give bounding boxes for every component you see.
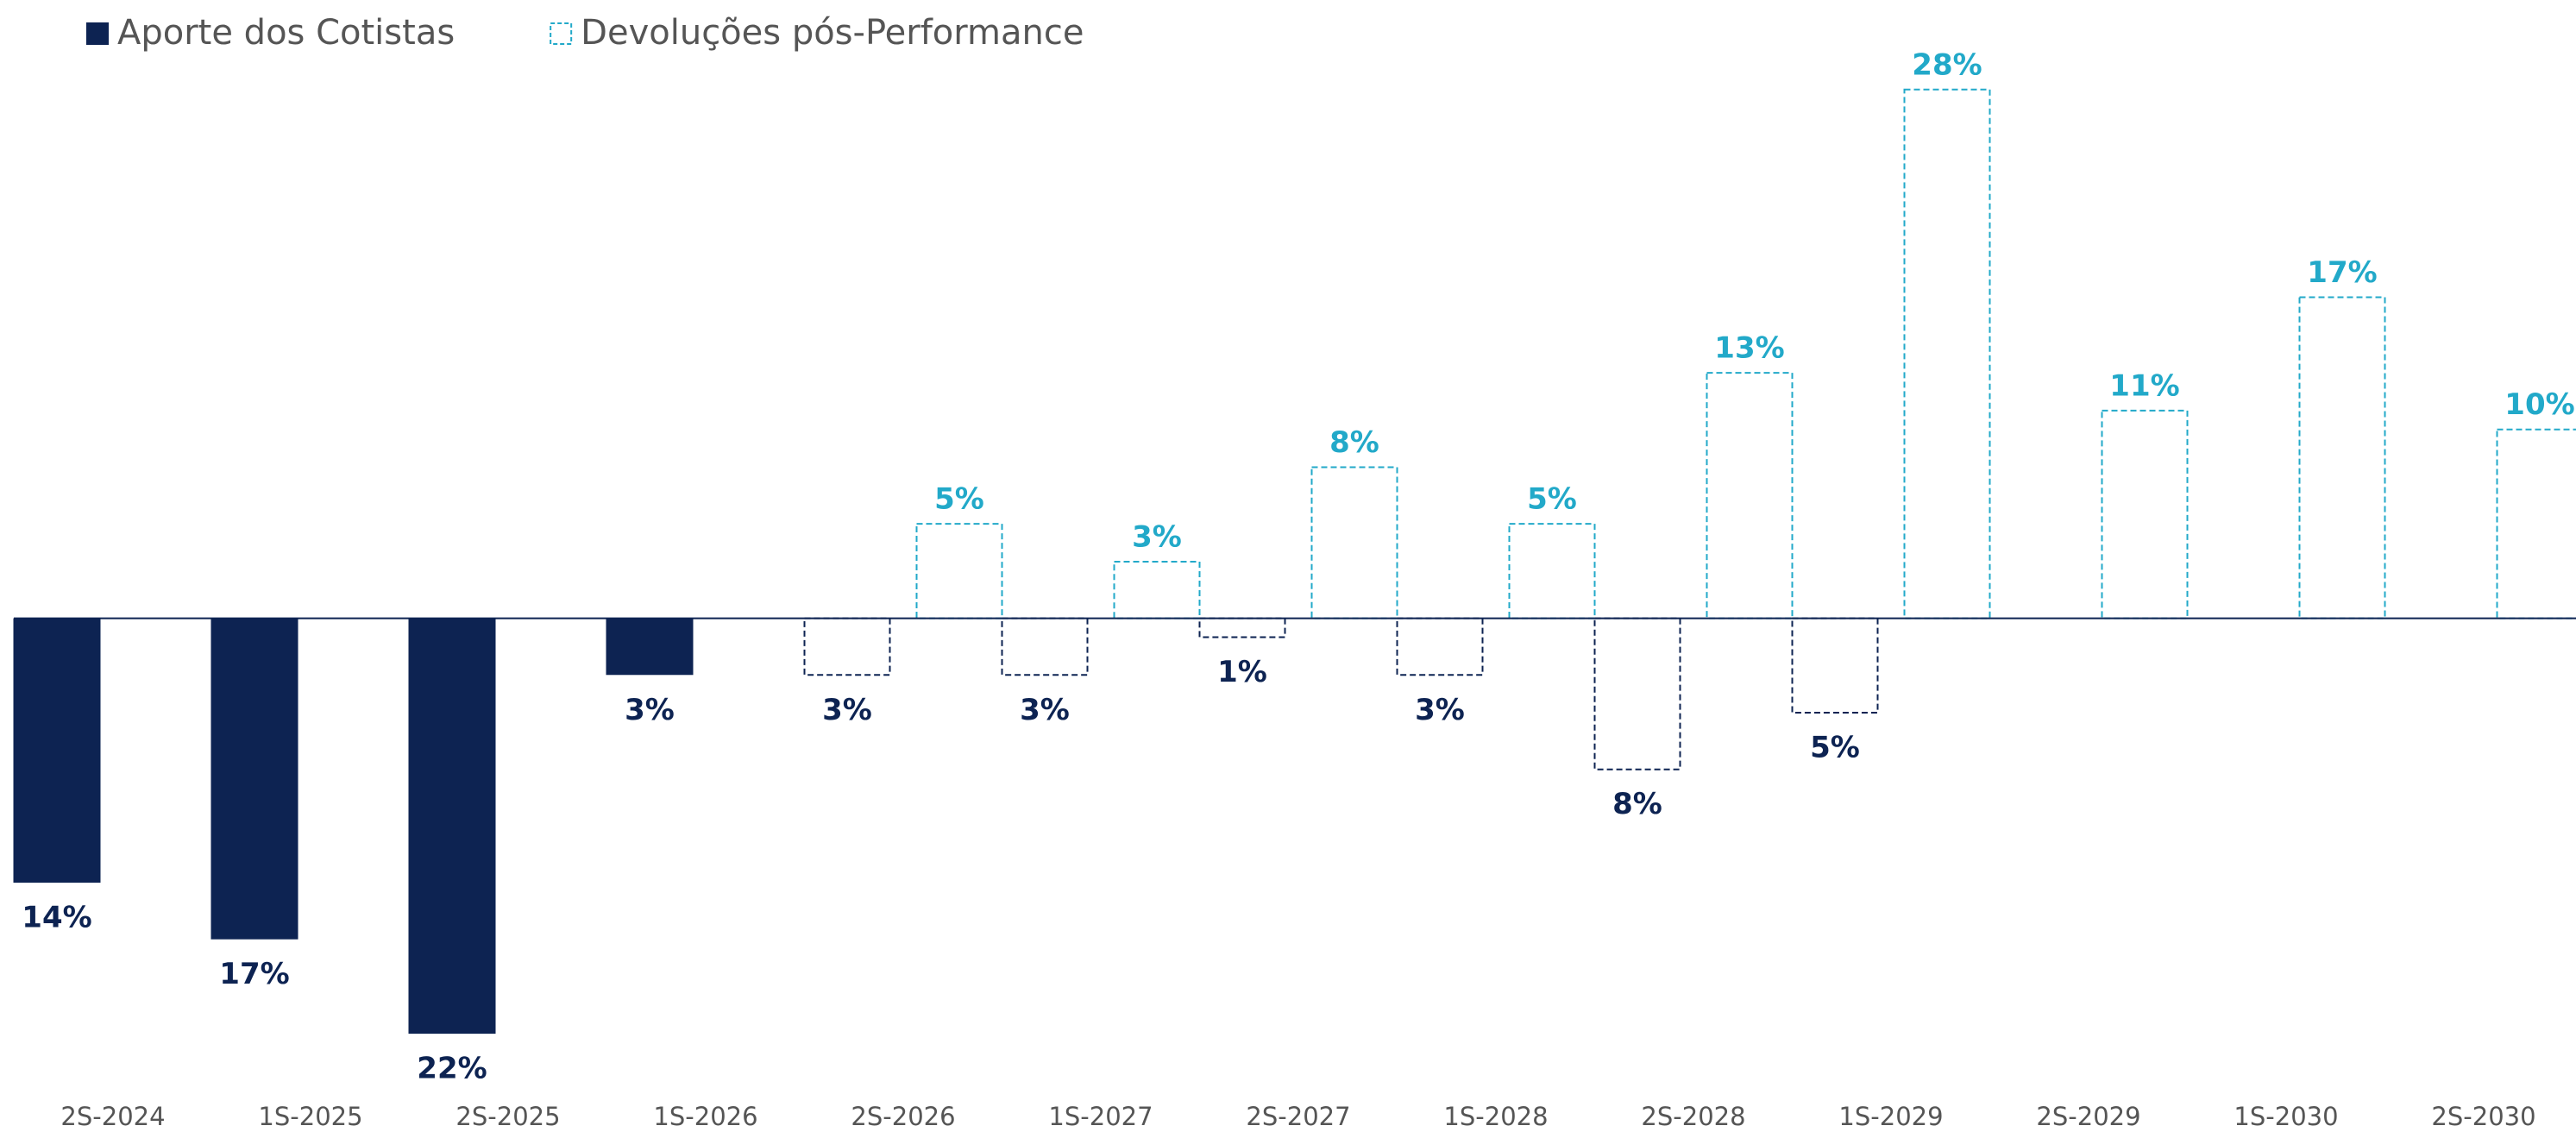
x-tick-label: 2S-2027 <box>1246 1102 1350 1131</box>
data-label: 17% <box>2307 255 2377 290</box>
data-label: 11% <box>2109 368 2179 403</box>
legend-swatch <box>86 22 109 45</box>
data-label: 22% <box>417 1052 487 1086</box>
bar <box>1310 466 1398 619</box>
data-label: 1% <box>1217 655 1267 689</box>
data-label: 13% <box>1714 331 1784 366</box>
bar <box>2496 428 2576 619</box>
bar <box>408 618 496 1035</box>
bar <box>1593 617 1681 770</box>
bar <box>1791 617 1879 714</box>
x-tick-label: 2S-2025 <box>456 1102 560 1131</box>
x-tick-label: 1S-2027 <box>1048 1102 1153 1131</box>
data-label: 3% <box>1020 693 1070 727</box>
data-label: 28% <box>1912 47 1982 82</box>
bar <box>2101 409 2189 619</box>
legend-swatch <box>550 22 573 45</box>
data-label: 5% <box>1527 482 1577 517</box>
x-tick-label: 2S-2028 <box>1641 1102 1745 1131</box>
x-tick-label: 1S-2026 <box>653 1102 757 1131</box>
legend-label: Devoluções pós-Performance <box>581 13 1084 53</box>
data-label: 3% <box>822 693 872 727</box>
bar <box>915 523 1003 619</box>
x-tick-label: 1S-2029 <box>1838 1102 1943 1131</box>
x-tick-label: 2S-2029 <box>2036 1102 2140 1131</box>
bar <box>210 618 298 940</box>
bar <box>803 617 891 676</box>
data-label: 10% <box>2504 387 2574 422</box>
bar <box>13 618 101 884</box>
legend-label: Aporte dos Cotistas <box>117 13 455 53</box>
bar <box>606 618 694 676</box>
data-label: 8% <box>1329 425 1379 460</box>
x-tick-label: 1S-2025 <box>258 1102 362 1131</box>
bar <box>1903 88 1991 619</box>
data-label: 3% <box>1132 519 1182 554</box>
bar <box>1113 560 1201 619</box>
x-tick-label: 2S-2024 <box>60 1102 165 1131</box>
bar <box>1198 617 1286 638</box>
x-tick-label: 1S-2028 <box>1443 1102 1548 1131</box>
bar <box>1508 523 1596 619</box>
data-label: 3% <box>625 693 675 727</box>
bar <box>2298 296 2386 619</box>
data-label: 14% <box>22 901 91 935</box>
x-tick-label: 1S-2030 <box>2234 1102 2338 1131</box>
bar <box>1396 617 1484 676</box>
data-label: 3% <box>1415 693 1465 727</box>
x-tick-label: 2S-2026 <box>851 1102 955 1131</box>
x-tick-label: 2S-2030 <box>2431 1102 2535 1131</box>
data-label: 17% <box>219 957 289 991</box>
data-label: 5% <box>934 482 984 517</box>
bar <box>1001 617 1089 676</box>
data-label: 5% <box>1810 731 1860 765</box>
bar <box>1706 372 1794 619</box>
data-label: 8% <box>1612 787 1662 821</box>
